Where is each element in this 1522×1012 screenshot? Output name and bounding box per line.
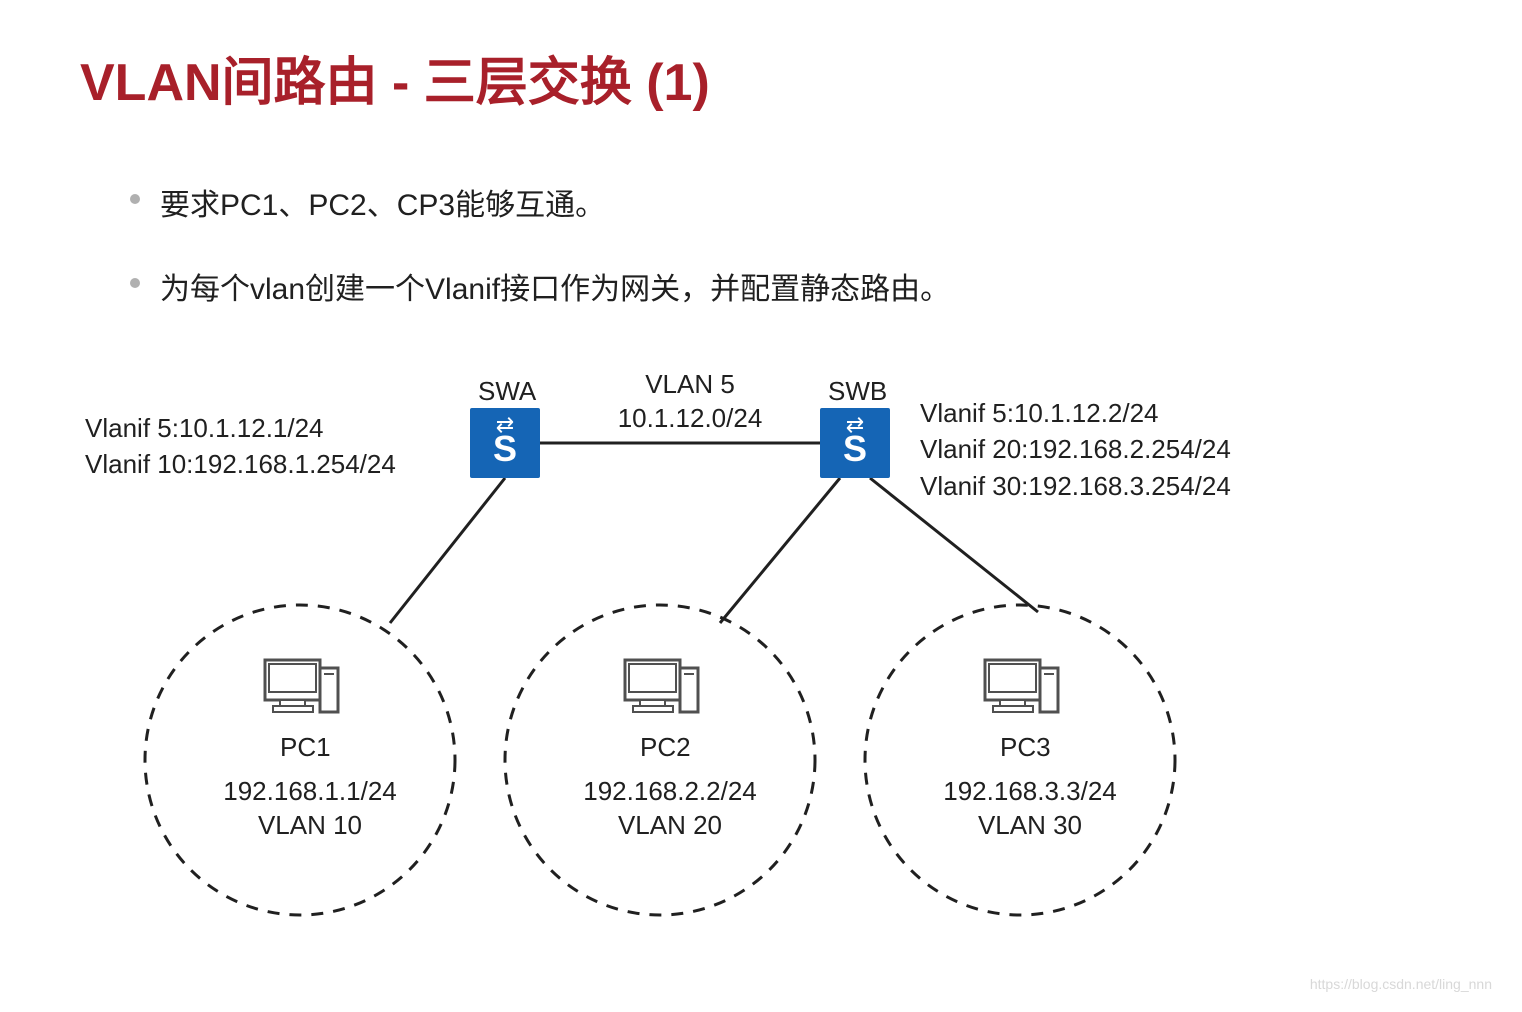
- vlanif-line: Vlanif 10:192.168.1.254/24: [85, 446, 396, 482]
- pc1-icon: [265, 660, 338, 712]
- pc1-info: 192.168.1.1/24 VLAN 10: [210, 775, 410, 843]
- trunk-subnet: 10.1.12.0/24: [610, 402, 770, 436]
- pc1-ip: 192.168.1.1/24: [210, 775, 410, 809]
- pc2-ip: 192.168.2.2/24: [570, 775, 770, 809]
- pc1-label: PC1: [280, 732, 331, 763]
- vlanif-line: Vlanif 20:192.168.2.254/24: [920, 431, 1231, 467]
- network-diagram: [0, 0, 1522, 1012]
- pc2-vlan: VLAN 20: [570, 809, 770, 843]
- pc2-label: PC2: [640, 732, 691, 763]
- pc3-vlan: VLAN 30: [930, 809, 1130, 843]
- trunk-label: VLAN 5 10.1.12.0/24: [610, 368, 770, 436]
- pc3-label: PC3: [1000, 732, 1051, 763]
- pc3-info: 192.168.3.3/24 VLAN 30: [930, 775, 1130, 843]
- vlanif-line: Vlanif 5:10.1.12.1/24: [85, 410, 396, 446]
- pc2-info: 192.168.2.2/24 VLAN 20: [570, 775, 770, 843]
- swa-label: SWA: [478, 376, 536, 407]
- switch-s-label: S: [493, 428, 517, 470]
- vlanif-line: Vlanif 5:10.1.12.2/24: [920, 395, 1231, 431]
- switch-s-label: S: [843, 428, 867, 470]
- vlanif-left: Vlanif 5:10.1.12.1/24 Vlanif 10:192.168.…: [85, 410, 396, 483]
- trunk-name: VLAN 5: [610, 368, 770, 402]
- swb-switch-icon: ⇄ S: [820, 408, 890, 478]
- vlanif-line: Vlanif 30:192.168.3.254/24: [920, 468, 1231, 504]
- edge-swa-pc1: [390, 478, 505, 623]
- edge-swb-pc2: [720, 478, 840, 623]
- swb-label: SWB: [828, 376, 887, 407]
- pc3-icon: [985, 660, 1058, 712]
- vlanif-right: Vlanif 5:10.1.12.2/24 Vlanif 20:192.168.…: [920, 395, 1231, 504]
- pc1-vlan: VLAN 10: [210, 809, 410, 843]
- pc2-icon: [625, 660, 698, 712]
- pc3-ip: 192.168.3.3/24: [930, 775, 1130, 809]
- watermark: https://blog.csdn.net/ling_nnn: [1310, 976, 1492, 992]
- swa-switch-icon: ⇄ S: [470, 408, 540, 478]
